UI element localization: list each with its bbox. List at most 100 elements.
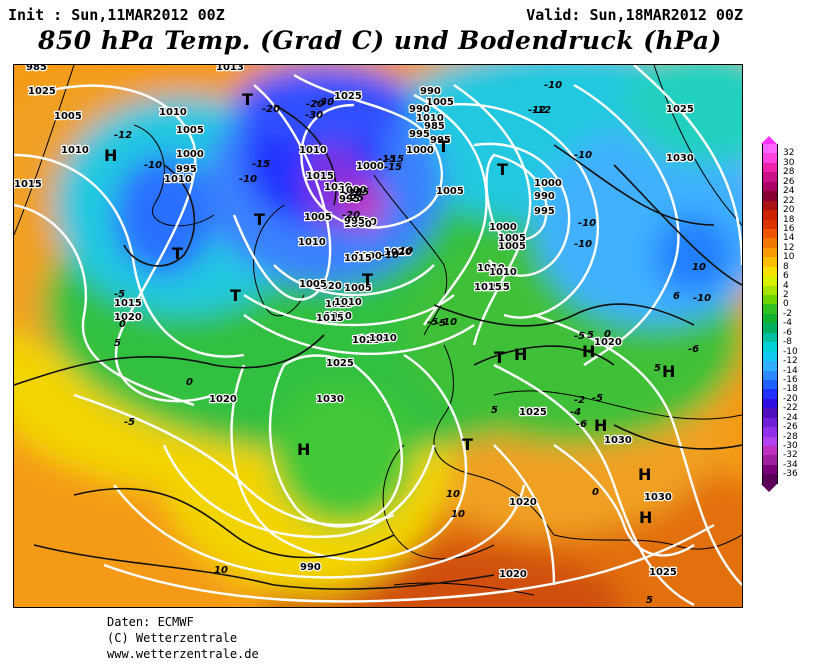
legend-swatch: -24 <box>762 413 798 428</box>
isobar-label: 1000 <box>534 178 562 189</box>
isotherm-label: -25 <box>351 187 369 198</box>
legend-tick-label: 16 <box>783 223 795 234</box>
isobar-label: 995 <box>339 194 360 205</box>
isotherm-label: 0 <box>604 329 611 340</box>
isobar-label: 1000 <box>344 219 372 230</box>
legend-swatch: 18 <box>762 215 794 229</box>
legend-swatch: 24 <box>762 186 794 201</box>
isobar-label: 1005 <box>436 186 464 197</box>
legend-tick-label: -10 <box>783 346 798 357</box>
legend-swatch: 28 <box>762 167 794 182</box>
legend-swatch: -30 <box>762 441 798 456</box>
isobar-label: 1000 <box>489 222 517 233</box>
isotherm-label: -5 <box>435 318 446 329</box>
isotherm-label: -10 <box>544 80 562 91</box>
isotherm-label: -20 <box>342 210 360 221</box>
legend-tick-label: 30 <box>783 157 795 168</box>
isobar-label: 1005 <box>54 111 82 122</box>
credits: Daten: ECMWF (C) Wetterzentrale www.wett… <box>107 614 259 662</box>
legend-swatch: -18 <box>762 384 798 399</box>
isobar-label: 1025 <box>325 299 353 310</box>
weather-map[interactable]: 995 1000 1005 1010 1015 1013 1010 1005 1000 995 10… <box>13 64 743 608</box>
legend-swatch: -26 <box>762 422 798 437</box>
legend-swatch: -20 <box>762 394 798 409</box>
isotherm-label: -25 <box>346 193 364 204</box>
isobar-label: 1025 <box>352 335 380 346</box>
isotherm-label: 5 <box>114 338 121 349</box>
legend-swatch: -6 <box>762 328 792 343</box>
isotherm-label: -10 <box>395 246 413 257</box>
isobar-label: 1015 <box>482 282 510 293</box>
isobar-label: 1000 <box>356 161 384 172</box>
credits-url[interactable]: www.wetterzentrale.de <box>107 647 259 661</box>
low-pressure-marker: T <box>362 270 373 289</box>
isobar-label: 1005 <box>426 97 454 108</box>
isotherm-label: -10 <box>574 150 592 161</box>
legend-tick-label: -30 <box>783 441 798 451</box>
isotherm-label: -5 <box>124 417 135 428</box>
low-pressure-marker: T <box>172 244 183 263</box>
legend-tick-label: 4 <box>783 280 789 291</box>
high-pressure-marker: H <box>582 342 595 361</box>
legend-swatch: 4 <box>762 281 789 295</box>
legend-swatch: -8 <box>762 337 792 352</box>
isobar-label: 1020 <box>509 497 537 508</box>
isobar-label: 1015 <box>114 298 142 309</box>
legend-swatch: 8 <box>762 262 789 277</box>
isobar-label: 1020 <box>384 247 412 258</box>
legend-swatch: -4 <box>762 318 792 333</box>
isobar-label: 1010 <box>334 297 362 308</box>
isotherm-label: 10 <box>692 262 706 273</box>
isotherm-label: -15 <box>384 162 402 173</box>
high-pressure-marker: H <box>594 416 607 435</box>
isotherm-label: -5 <box>574 331 585 342</box>
isotherm-label: 5 <box>654 363 661 374</box>
legend-swatch: -2 <box>762 309 792 324</box>
legend-swatch: 20 <box>762 205 794 220</box>
low-pressure-marker: T <box>242 90 253 109</box>
low-pressure-marker: T <box>230 286 241 305</box>
isobar-label: 1000 <box>176 149 204 160</box>
legend-swatch: 30 <box>762 158 794 173</box>
isobar-label: 995 <box>176 164 197 175</box>
isotherm-label: -30 <box>316 97 334 108</box>
legend-tick-label: -16 <box>783 374 798 385</box>
low-pressure-marker: T <box>497 160 508 179</box>
credits-copyright: (C) Wetterzentrale <box>107 631 238 645</box>
isobar-label: 1030 <box>644 492 672 503</box>
isotherm-label: -12 <box>114 130 132 141</box>
chart-title: 850 hPa Temp. (Grad C) und Bodendruck (h… <box>38 26 722 55</box>
isotherm-label: -10 <box>693 293 711 304</box>
legend-tick-label: 24 <box>783 186 795 197</box>
isotherm-label: -10 <box>239 174 257 185</box>
isobar-label: 1020 <box>594 337 622 348</box>
legend-swatch: -32 <box>762 450 798 465</box>
legend-tick-label: 26 <box>783 176 795 187</box>
high-pressure-marker: H <box>662 362 675 381</box>
isobar-label: 1025 <box>326 358 354 369</box>
isobar-label: 1000 <box>339 185 367 196</box>
high-pressure-marker: H <box>638 465 651 484</box>
isotherm-label: -20 <box>262 104 280 115</box>
legend-swatch: 0 <box>762 299 789 314</box>
isobar-label: 1010 <box>369 333 397 344</box>
legend-tick-label: -8 <box>783 337 792 348</box>
legend-swatch: 2 <box>762 290 789 305</box>
legend-tick-label: 18 <box>783 214 795 225</box>
legend-swatch: -36 <box>762 469 798 484</box>
legend-swatch: -28 <box>762 432 798 446</box>
low-pressure-marker: T <box>438 137 449 156</box>
isobar-label: 1005 <box>498 241 526 252</box>
isobar-label: 1005 <box>344 283 372 294</box>
isobar-label: 995 <box>534 206 555 217</box>
legend-swatch: 12 <box>762 243 794 258</box>
legend-swatch: 26 <box>762 177 794 192</box>
isobar-label: 1030 <box>316 394 344 405</box>
isobar-label: 1030 <box>604 435 632 446</box>
legend-tick-label: -36 <box>783 469 798 480</box>
high-pressure-marker: H <box>514 345 527 364</box>
legend-tick-label: -4 <box>783 318 792 329</box>
isobar-label: 1000 <box>406 145 434 156</box>
isotherm-label: -15 <box>386 154 404 165</box>
isobar-label: 1000 <box>28 86 56 97</box>
